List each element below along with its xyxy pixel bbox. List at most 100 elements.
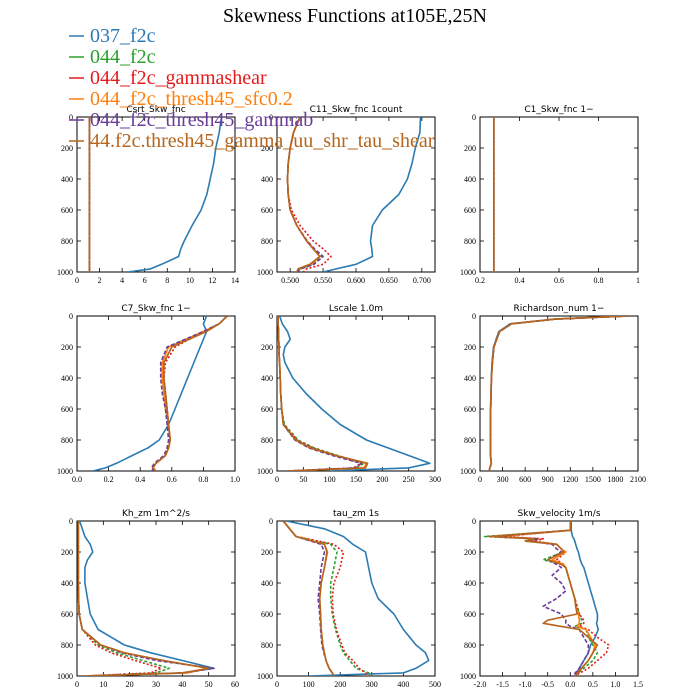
x-tick-label: 10 [186,276,194,285]
x-tick-label: 0.600 [347,276,365,285]
y-tick-label: 400 [61,579,73,588]
x-tick-label: 0.550 [314,276,332,285]
legend: 037_f2c044_f2c044_f2c_gammashear044_f2c_… [69,25,435,152]
series-line-037-f2c [127,117,223,272]
x-tick-label: 500 [429,680,441,689]
series-line-044-f2c-gammashear [286,117,332,272]
x-tick-label: 100 [324,475,336,484]
x-tick-label: 900 [542,475,554,484]
x-tick-label: 30 [152,680,160,689]
x-tick-label: 0.4 [135,475,145,484]
x-tick-label: -1.0 [519,680,532,689]
y-tick-label: 0 [69,312,73,321]
x-tick-label: 0.700 [413,276,431,285]
x-tick-label: 1800 [607,475,623,484]
panel-title: tau_zm 1s [333,509,379,519]
y-tick-label: 200 [464,144,476,153]
y-tick-label: 800 [261,436,273,445]
x-tick-label: 1 [636,276,640,285]
x-tick-label: 300 [366,680,378,689]
x-tick-label: 600 [519,475,531,484]
y-tick-label: 800 [61,237,73,246]
y-tick-label: 800 [464,436,476,445]
y-tick-label: 1000 [460,672,476,681]
x-tick-label: 1.0 [610,680,620,689]
series-line-044-f2c-thresh45-gammab [282,521,335,676]
series-line-037-f2c [286,521,430,676]
x-tick-label: 0.2 [475,276,485,285]
series-line-044-f2c-gammashear [501,521,610,676]
y-tick-label: 200 [61,144,73,153]
y-tick-label: 400 [61,175,73,184]
plot-frame [276,520,436,677]
series-line-44-f2c-thresh45-gamma-uu-shr-tau-shear [277,316,369,471]
y-tick-label: 1000 [257,467,273,476]
legend-item-044-f2c-gammashear: 044_f2c_gammashear [69,67,267,89]
series-line-044-f2c-thresh45-sfc0-2 [277,316,368,471]
plot-frame [76,520,236,677]
legend-item-44-f2c-thresh45-gamma-uu-shr-tau-shear: 44.f2c.thresh45_gamma_uu_shr_tau_shear [69,130,435,152]
x-tick-label: 150 [350,475,362,484]
series-line-037-f2c [78,521,215,676]
x-tick-label: 14 [231,276,239,285]
x-tick-label: 0 [275,475,279,484]
panel-kh-zm-1m-2-s: Kh_zm 1m^2/s0 10 20 30 40 50 60020040060080010… [57,509,239,689]
series-line-44-f2c-thresh45-gamma-uu-shr-tau-shear [282,521,335,676]
panel-title: C11_Skw_fnc 1count [310,105,403,115]
y-tick-label: 1000 [57,672,73,681]
plot-frame [276,315,436,472]
x-tick-label: 4 [120,276,124,285]
legend-item-044-f2c-thresh45-gammab: 044_f2c_thresh45_gammab [69,109,313,131]
series-line-044-f2c-thresh45-gammab [488,316,630,471]
series-line-044-f2c-thresh45-sfc0-2 [77,521,210,676]
series-line-044-f2c-gammashear [488,316,630,471]
series-line-037-f2c [488,316,627,471]
x-tick-label: 0.2 [104,475,114,484]
y-tick-label: 400 [261,374,273,383]
legend-label: 044_f2c_thresh45_gammab [90,109,313,131]
x-tick-label: 20 [126,680,134,689]
series-line-44-f2c-thresh45-gamma-uu-shr-tau-shear [152,316,228,471]
y-tick-label: 0 [472,517,476,526]
y-tick-label: 1000 [460,268,476,277]
y-tick-label: 400 [261,579,273,588]
x-tick-label: 200 [334,680,346,689]
series-line-037-f2c [570,521,600,676]
plot-frame [76,116,236,273]
series-line-044-f2c [483,521,599,676]
x-tick-label: 0.8 [198,475,208,484]
y-tick-label: 1000 [57,467,73,476]
x-tick-label: 60 [231,680,239,689]
x-tick-label: 0 [75,680,79,689]
plot-frame [479,520,639,677]
panel-csrt-skw-fnc: Csrt_Skw_fnc 0 2 4 6 8 10 12 14 0 200 400 600 800 1000 [57,105,239,285]
panel-lscale-1-0m: Lscale 1.0m 0 50 100 150 200 250 300 0 200 400 600 8… [257,304,441,484]
x-tick-label: 0.8 [594,276,604,285]
y-tick-label: 0 [69,113,73,122]
y-tick-label: 400 [464,374,476,383]
y-tick-label: 1000 [257,268,273,277]
x-tick-label: 250 [403,475,415,484]
legend-item-037-f2c: 037_f2c [69,25,156,47]
panel-tau-zm-1s: tau_zm 1s 0 100 200 300 400 500 0 200 400 600 800 10… [257,509,441,689]
x-tick-label: 50 [299,475,307,484]
series-line-044-f2c-thresh45-sfc0-2 [282,521,335,676]
panel-c7-skw-fnc-1: C7_Skw_fnc 1− 0.0 0.2 0.4 0.6 0.8 1.0 0 200 400 60… [57,304,240,484]
y-tick-label: 1000 [57,268,73,277]
legend-label: 044_f2c_thresh45_sfc0.2 [90,88,293,110]
y-tick-label: 0 [472,113,476,122]
x-tick-label: 1500 [585,475,601,484]
y-tick-label: 200 [261,548,273,557]
legend-item-044-f2c-thresh45-sfc0-2: 044_f2c_thresh45_sfc0.2 [69,88,293,110]
y-tick-label: 200 [61,548,73,557]
x-tick-label: 40 [178,680,186,689]
y-tick-label: 200 [464,548,476,557]
series-line-44-f2c-thresh45-gamma-uu-shr-tau-shear [488,521,599,676]
panel-title: Skw_velocity 1m/s [517,509,600,519]
y-tick-label: 200 [464,343,476,352]
plot-frame [76,315,236,472]
y-tick-label: 600 [61,610,73,619]
y-tick-label: 600 [464,405,476,414]
y-tick-label: 800 [464,237,476,246]
